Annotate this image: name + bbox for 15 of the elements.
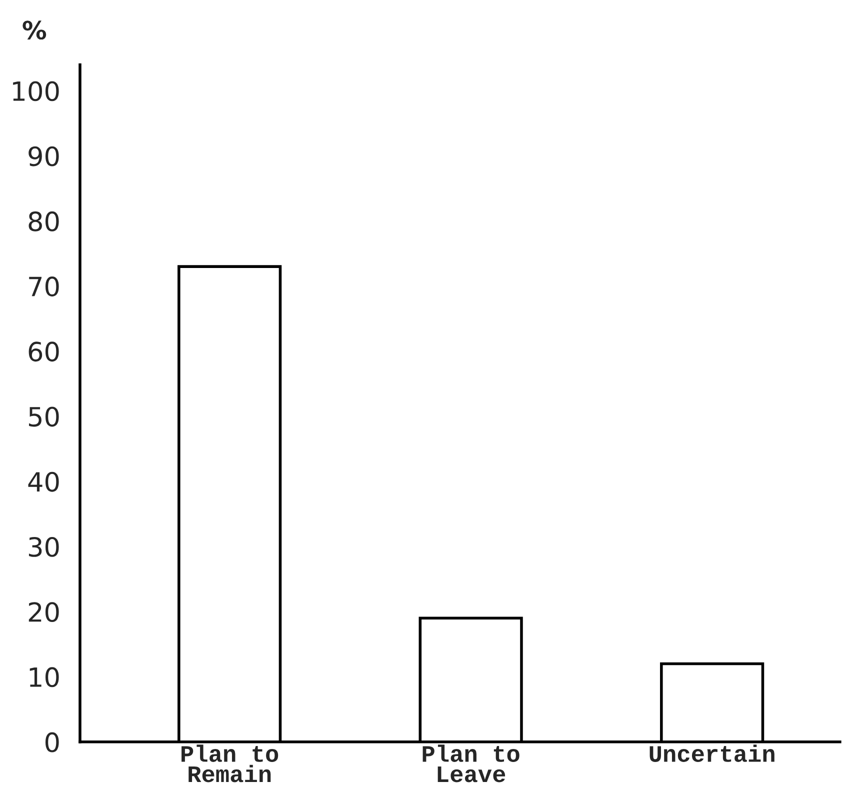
y-tick-label: 20 [28, 602, 59, 622]
y-tick-label: 100 [13, 81, 59, 102]
x-tick-label: Plan to Leave [422, 744, 520, 782]
y-tick-label: 90 [28, 146, 59, 166]
y-tick-label: 50 [29, 406, 59, 427]
y-tick-label: 10 [30, 667, 59, 688]
y-axis-title: % [22, 20, 46, 40]
y-tick-label: 80 [28, 211, 59, 232]
y-tick-label: 60 [28, 342, 59, 362]
y-tick-label: 40 [28, 472, 59, 492]
y-tick-label: 30 [28, 536, 59, 557]
y-tick-label: 0 [46, 732, 59, 752]
x-tick-label: Uncertain [650, 744, 774, 762]
y-tick-label: 70 [29, 276, 59, 296]
x-tick-label: Plan to Remain [182, 744, 278, 782]
